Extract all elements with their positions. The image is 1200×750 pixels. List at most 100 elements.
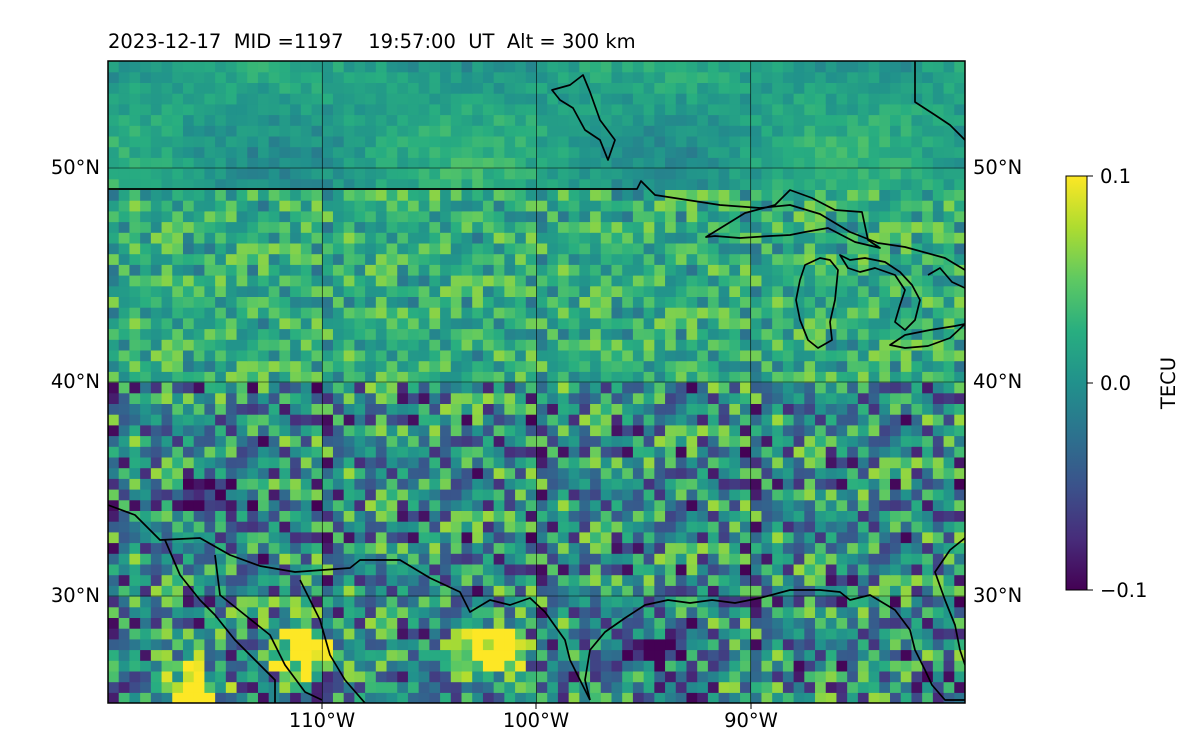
tec-cell [900, 670, 913, 683]
tec-cell [857, 157, 870, 169]
tec-cell [761, 521, 773, 533]
tec-cell [932, 264, 945, 276]
tec-cell [772, 392, 784, 404]
tec-cell [600, 296, 613, 308]
tec-cell [332, 574, 345, 586]
tec-cell [879, 360, 891, 372]
tec-cell [182, 574, 195, 586]
tec-cell [461, 456, 473, 469]
tec-cell [590, 574, 602, 586]
tec-cell [750, 596, 763, 608]
tec-cell [161, 467, 173, 479]
tec-cell [697, 200, 709, 212]
tec-cell [279, 178, 291, 190]
tec-cell [675, 478, 688, 490]
tec-cell [429, 392, 441, 404]
tec-cell [793, 670, 805, 683]
tec-cell [525, 317, 538, 330]
tec-cell [118, 596, 131, 608]
tec-cell [247, 414, 259, 426]
tec-cell [665, 692, 677, 703]
tec-cell [343, 349, 355, 362]
tec-cell [407, 146, 420, 158]
tec-cell [804, 242, 816, 255]
tec-cell [718, 157, 730, 169]
tec-cell [772, 275, 784, 287]
tec-cell [665, 542, 677, 554]
tec-cell [343, 596, 355, 608]
tec-cell [365, 414, 377, 426]
tec-cell [150, 606, 163, 618]
tec-cell [236, 146, 248, 158]
tec-cell [204, 221, 216, 233]
tec-cell [515, 542, 527, 554]
tec-cell [461, 392, 473, 404]
tec-cell [215, 628, 227, 640]
tec-cell [440, 103, 452, 116]
tec-cell [365, 328, 377, 340]
tec-cell [579, 692, 591, 703]
tec-cell [568, 61, 580, 73]
tec-cell [472, 371, 484, 383]
tec-cell [407, 189, 420, 201]
tec-cell [536, 157, 548, 169]
tec-cell [182, 681, 195, 693]
tec-cell [943, 596, 955, 608]
tec-cell [632, 135, 645, 148]
tec-cell [375, 424, 388, 437]
tec-cell [440, 157, 452, 169]
tec-cell [279, 467, 291, 479]
tec-cell [579, 553, 591, 565]
tec-cell [429, 349, 441, 362]
tec-cell [815, 414, 827, 426]
tec-cell [354, 307, 366, 319]
tec-cell [932, 253, 945, 265]
tec-cell [279, 146, 291, 158]
tec-cell [665, 339, 677, 351]
tec-cell [311, 103, 323, 116]
tec-cell [268, 489, 280, 501]
tec-cell [622, 446, 634, 458]
tec-cell [182, 232, 195, 244]
tec-cell [611, 638, 623, 651]
tec-cell [482, 371, 495, 383]
tec-cell [525, 178, 538, 190]
tec-cell [568, 189, 580, 201]
tec-cell [375, 189, 388, 201]
tec-cell [397, 521, 409, 533]
tec-cell [718, 414, 730, 426]
tec-cell [311, 61, 323, 73]
tec-cell [579, 392, 591, 404]
tec-cell [772, 307, 784, 319]
tec-cell [750, 339, 763, 351]
tec-cell [911, 521, 923, 533]
tec-cell [847, 692, 859, 703]
tec-cell [397, 692, 409, 703]
tec-cell [772, 360, 784, 372]
tec-cell [407, 542, 420, 554]
tec-cell [343, 542, 355, 554]
tec-cell [815, 531, 827, 544]
tec-cell [525, 670, 538, 683]
tec-cell [354, 93, 366, 105]
tec-cell [429, 189, 441, 201]
tec-cell [108, 82, 120, 94]
tec-cell [225, 456, 238, 469]
tec-cell [643, 82, 655, 94]
tec-cell [257, 103, 270, 116]
tec-cell [825, 189, 838, 201]
tec-cell [943, 510, 955, 522]
tec-cell [161, 296, 173, 308]
tec-cell [665, 478, 677, 490]
tec-cell [900, 638, 913, 651]
tec-cell [461, 660, 473, 672]
tec-cell [750, 382, 763, 394]
tec-cell [793, 660, 805, 672]
tec-cell [943, 93, 955, 105]
tec-cell [665, 168, 677, 180]
tec-cell [857, 317, 870, 330]
tec-cell [761, 232, 773, 244]
tec-cell [515, 328, 527, 340]
tec-cell [375, 221, 388, 233]
tec-cell [600, 606, 613, 618]
